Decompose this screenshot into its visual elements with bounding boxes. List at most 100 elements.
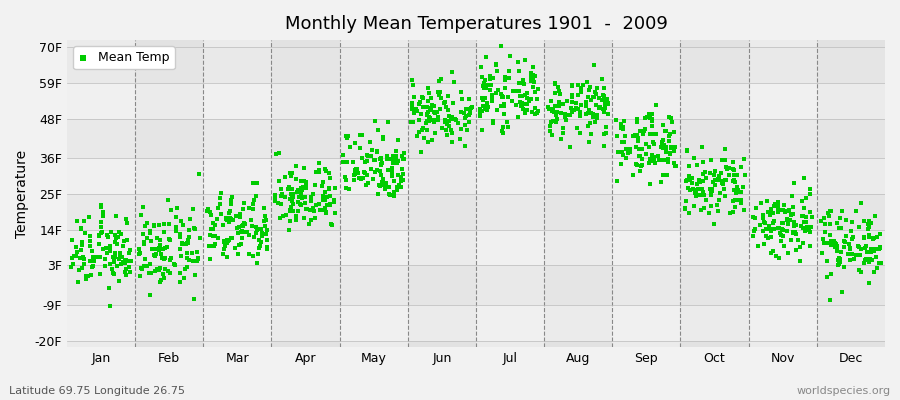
Mean Temp	[543, 123, 557, 130]
Mean Temp	[696, 178, 710, 184]
Mean Temp	[79, 276, 94, 282]
Mean Temp	[630, 162, 644, 168]
Mean Temp	[668, 144, 682, 150]
Mean Temp	[311, 160, 326, 166]
Mean Temp	[610, 149, 625, 155]
Mean Temp	[149, 234, 164, 241]
Mean Temp	[685, 180, 699, 186]
Mean Temp	[793, 244, 807, 251]
Mean Temp	[372, 182, 386, 188]
Mean Temp	[454, 109, 468, 116]
Mean Temp	[864, 249, 878, 255]
Mean Temp	[158, 266, 173, 272]
Mean Temp	[802, 227, 816, 233]
Mean Temp	[215, 222, 230, 228]
Mean Temp	[633, 153, 647, 159]
Mean Temp	[457, 143, 472, 149]
Mean Temp	[377, 182, 392, 188]
Mean Temp	[759, 226, 773, 232]
Mean Temp	[615, 148, 629, 155]
Mean Temp	[152, 267, 166, 273]
Mean Temp	[274, 193, 288, 200]
Mean Temp	[525, 74, 539, 81]
Mean Temp	[845, 234, 859, 241]
Mean Temp	[289, 213, 303, 220]
Mean Temp	[680, 185, 695, 191]
Mean Temp	[216, 250, 230, 257]
Mean Temp	[564, 109, 579, 115]
Mean Temp	[752, 243, 766, 250]
Mean Temp	[558, 111, 572, 117]
Mean Temp	[592, 94, 607, 101]
Mean Temp	[151, 246, 166, 253]
Mean Temp	[420, 98, 435, 104]
Mean Temp	[104, 247, 118, 253]
Mean Temp	[135, 266, 149, 272]
Mean Temp	[656, 172, 670, 178]
Mean Temp	[396, 171, 410, 178]
Mean Temp	[486, 120, 500, 126]
Mean Temp	[419, 120, 434, 126]
Mean Temp	[394, 174, 409, 180]
Mean Temp	[616, 123, 630, 130]
Mean Temp	[868, 212, 882, 219]
Mean Temp	[272, 150, 286, 156]
Bar	[749, 40, 817, 347]
Mean Temp	[727, 167, 742, 174]
Mean Temp	[481, 103, 495, 110]
Mean Temp	[431, 89, 446, 96]
Mean Temp	[659, 144, 673, 150]
Mean Temp	[520, 90, 535, 96]
Mean Temp	[296, 183, 310, 190]
Mean Temp	[407, 110, 421, 116]
Mean Temp	[208, 222, 222, 228]
Mean Temp	[614, 125, 628, 132]
Mean Temp	[615, 125, 629, 131]
Mean Temp	[516, 77, 530, 83]
Mean Temp	[269, 151, 284, 157]
Mean Temp	[72, 255, 86, 261]
Mean Temp	[111, 241, 125, 248]
Mean Temp	[230, 225, 244, 231]
Mean Temp	[759, 220, 773, 226]
Mean Temp	[168, 228, 183, 234]
Mean Temp	[718, 192, 733, 199]
Mean Temp	[150, 245, 165, 252]
Mean Temp	[529, 110, 544, 116]
Mean Temp	[281, 185, 295, 192]
Mean Temp	[451, 120, 465, 126]
Mean Temp	[219, 216, 233, 222]
Mean Temp	[654, 143, 669, 150]
Mean Temp	[669, 163, 683, 169]
Mean Temp	[370, 149, 384, 155]
Mean Temp	[528, 88, 543, 95]
Mean Temp	[153, 242, 167, 248]
Mean Temp	[160, 196, 175, 203]
Mean Temp	[708, 168, 723, 174]
Mean Temp	[224, 235, 238, 242]
Mean Temp	[427, 119, 441, 126]
Mean Temp	[823, 297, 837, 303]
Mean Temp	[157, 221, 171, 228]
Mean Temp	[285, 186, 300, 192]
Mean Temp	[75, 264, 89, 271]
Mean Temp	[518, 56, 532, 63]
Mean Temp	[387, 155, 401, 161]
Mean Temp	[160, 244, 175, 250]
Mean Temp	[272, 178, 286, 184]
Mean Temp	[832, 259, 847, 265]
Mean Temp	[590, 112, 604, 118]
Mean Temp	[250, 227, 265, 234]
Mean Temp	[495, 93, 509, 100]
Mean Temp	[144, 270, 158, 276]
Mean Temp	[639, 141, 653, 147]
Mean Temp	[65, 236, 79, 243]
Mean Temp	[359, 182, 374, 189]
Mean Temp	[839, 216, 853, 223]
Mean Temp	[545, 106, 560, 112]
Mean Temp	[631, 138, 645, 144]
Mean Temp	[774, 232, 788, 239]
Mean Temp	[149, 265, 164, 272]
Mean Temp	[729, 190, 743, 196]
Mean Temp	[389, 153, 403, 160]
